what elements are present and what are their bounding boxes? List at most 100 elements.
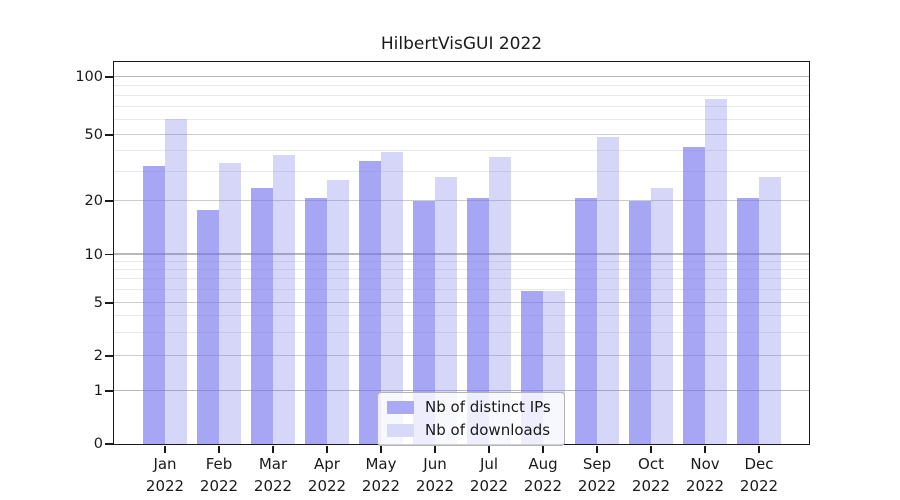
gridline-minor-60 (114, 118, 809, 120)
plot-area: 0 1 2 5 10 20 50 100 Jan 2022 Feb 2022 Mar 2022 Apr 20… (75, 61, 810, 495)
bar-apr-distinct-ips (305, 197, 327, 444)
x-tick-mark-nov (704, 445, 706, 453)
bar-mar-downloads (273, 155, 295, 444)
bar-nov-distinct-ips (683, 146, 705, 444)
legend-swatch-icon (387, 400, 414, 414)
bar-mar-distinct-ips (251, 188, 273, 444)
legend-label: Nb of distinct IPs (425, 398, 551, 416)
legend: Nb of distinct IPs Nb of downloads (377, 392, 565, 446)
y-tick-mark-5 (105, 302, 113, 304)
month-line: Jun (423, 455, 447, 473)
x-tick-mark-mar (272, 445, 274, 453)
bar-nov-downloads (705, 98, 727, 444)
bar-jun-downloads (435, 177, 457, 444)
year-line: 2022 (523, 477, 563, 495)
legend-swatch-icon (387, 423, 414, 437)
y-tick-mark-20 (105, 200, 113, 202)
bar-apr-downloads (327, 179, 349, 444)
gridline-minor-70 (114, 105, 809, 107)
bar-jul-distinct-ips (467, 197, 489, 444)
gridline-major-100 (114, 75, 809, 78)
gridline-major-5 (114, 301, 809, 303)
bar-may-downloads (381, 151, 403, 444)
year-line: 2022 (307, 477, 347, 495)
gridline-minor-7 (114, 278, 809, 280)
gridline-minor-90 (114, 84, 809, 86)
x-tick-label-feb: Feb 2022 (200, 453, 238, 497)
bar-oct-downloads (651, 188, 673, 444)
bar-may-distinct-ips (359, 161, 381, 444)
year-line: 2022 (739, 477, 779, 495)
x-tick-mark-dec (758, 445, 760, 453)
gridline-minor-6 (114, 289, 809, 291)
x-tick-label-may: May 2022 (362, 453, 400, 497)
gridline-minor-3 (114, 331, 809, 333)
y-tick-label-1: 1 (93, 382, 103, 399)
x-tick-label-aug: Aug 2022 (524, 453, 562, 497)
y-tick-label-10: 10 (84, 246, 103, 263)
bar-dec-distinct-ips (737, 197, 759, 444)
x-tick-label-apr: Apr 2022 (308, 453, 346, 497)
year-line: 2022 (361, 477, 401, 495)
month-line: Sep (582, 455, 612, 473)
month-line: Mar (258, 455, 288, 473)
month-line: Dec (744, 455, 774, 473)
chart-title: HilbertVisGUI 2022 (380, 34, 543, 54)
month-line: Oct (638, 455, 664, 473)
y-tick-label-5: 5 (93, 294, 103, 311)
year-line: 2022 (199, 477, 239, 495)
x-tick-mark-sep (596, 445, 598, 453)
gridline-minor-80 (114, 94, 809, 96)
x-tick-label-jan: Jan 2022 (146, 453, 184, 497)
y-tick-label-0: 0 (93, 436, 103, 452)
bar-jul-downloads (489, 157, 511, 444)
bar-jun-distinct-ips (413, 201, 435, 444)
year-line: 2022 (577, 477, 617, 495)
bar-feb-downloads (219, 163, 241, 444)
y-tick-mark-100 (105, 76, 113, 78)
y-tick-label-2: 2 (93, 348, 103, 365)
x-tick-label-jul: Jul 2022 (470, 453, 508, 497)
bar-jan-downloads (165, 119, 187, 444)
bar-dec-downloads (759, 177, 781, 444)
year-line: 2022 (631, 477, 671, 495)
bar-sep-downloads (597, 137, 619, 444)
y-tick-mark-10 (105, 253, 113, 256)
y-tick-mark-2 (105, 355, 113, 357)
month-line: Jan (153, 455, 177, 473)
x-tick-label-jun: Jun 2022 (416, 453, 454, 497)
x-tick-label-dec: Dec 2022 (740, 453, 778, 497)
gridline-major-10 (114, 253, 809, 255)
y-tick-mark-1 (105, 390, 113, 392)
x-tick-mark-apr (326, 445, 328, 453)
gridline-minor-30 (114, 170, 809, 172)
x-tick-mark-aug (542, 445, 544, 453)
x-tick-mark-oct (650, 445, 652, 453)
month-line: Aug (528, 455, 558, 473)
month-line: Feb (205, 455, 233, 473)
y-tick-label-100: 100 (75, 69, 103, 86)
month-line: Apr (314, 455, 340, 473)
y-tick-mark-50 (105, 134, 113, 136)
legend-row: Nb of downloads (387, 421, 551, 439)
bar-jan-distinct-ips (143, 165, 165, 444)
month-line: May (365, 455, 397, 473)
year-line: 2022 (145, 477, 185, 495)
gridline-minor-9 (114, 261, 809, 262)
x-tick-mark-may (380, 445, 382, 453)
x-tick-mark-feb (218, 445, 220, 453)
x-tick-label-sep: Sep 2022 (578, 453, 616, 497)
year-line: 2022 (469, 477, 509, 495)
year-line: 2022 (685, 477, 725, 495)
y-tick-label-20: 20 (84, 192, 103, 209)
gridline-minor-4 (114, 314, 809, 316)
x-tick-label-oct: Oct 2022 (632, 453, 670, 497)
gridline-major-2 (114, 355, 809, 357)
x-tick-label-mar: Mar 2022 (254, 453, 292, 497)
x-tick-mark-jan (164, 445, 166, 453)
year-line: 2022 (415, 477, 455, 495)
y-tick-label-50: 50 (84, 126, 103, 143)
year-line: 2022 (253, 477, 293, 495)
x-tick-mark-jun (434, 445, 436, 453)
